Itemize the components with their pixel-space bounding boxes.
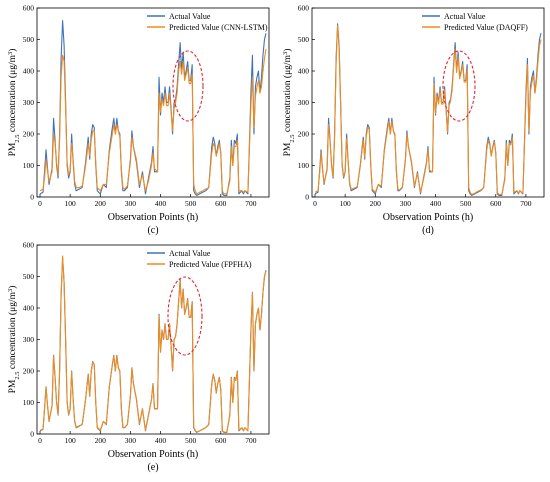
legend-label: Predicted Value (CNN-LSTM) bbox=[169, 23, 268, 32]
legend-label: Actual Value bbox=[169, 249, 211, 258]
highlight-ellipse bbox=[442, 50, 476, 122]
y-tick-label: 400 bbox=[298, 67, 310, 76]
highlight-ellipse bbox=[167, 276, 203, 356]
y-axis-label: PM2.5 concentration (μg/m3) bbox=[7, 49, 21, 157]
x-axis-label: Observation Points (h) bbox=[108, 212, 199, 223]
y-tick-label: 600 bbox=[298, 4, 310, 13]
legend-label: Actual Value bbox=[169, 12, 211, 21]
plot-frame bbox=[311, 7, 545, 198]
y-tick-label: 500 bbox=[23, 272, 35, 281]
x-tick-label: 100 bbox=[340, 199, 352, 208]
plot-frame bbox=[36, 244, 270, 435]
y-axis-label: PM2.5 concentration (μg/m3) bbox=[7, 286, 21, 394]
x-tick-label: 300 bbox=[125, 199, 137, 208]
highlight-ellipse bbox=[172, 50, 204, 122]
x-tick-label: 300 bbox=[400, 199, 412, 208]
y-tick-label: 100 bbox=[23, 398, 35, 407]
y-tick-label: 200 bbox=[298, 130, 310, 139]
x-tick-label: 200 bbox=[95, 199, 107, 208]
legend-label: Predicted Value (FPFHA) bbox=[169, 260, 252, 269]
x-tick-label: 500 bbox=[185, 199, 197, 208]
series-predicted-line bbox=[314, 24, 542, 196]
legend-label: Actual Value bbox=[444, 12, 486, 21]
subfigure-label: (d) bbox=[422, 225, 434, 236]
x-tick-label: 300 bbox=[125, 436, 137, 445]
y-tick-label: 0 bbox=[305, 193, 309, 202]
subfigure-label: (e) bbox=[147, 462, 158, 473]
x-tick-label: 100 bbox=[65, 199, 77, 208]
x-tick-label: 400 bbox=[155, 436, 167, 445]
y-tick-label: 500 bbox=[23, 35, 35, 44]
y-tick-label: 500 bbox=[298, 35, 310, 44]
x-axis-label: Observation Points (h) bbox=[108, 449, 199, 460]
y-tick-label: 600 bbox=[23, 4, 35, 13]
y-tick-label: 300 bbox=[23, 335, 35, 344]
series-predicted-line bbox=[39, 48, 267, 195]
x-tick-label: 0 bbox=[38, 436, 42, 445]
x-tick-label: 600 bbox=[490, 199, 502, 208]
x-tick-label: 700 bbox=[245, 199, 257, 208]
y-tick-label: 400 bbox=[23, 304, 35, 313]
y-tick-label: 0 bbox=[30, 193, 34, 202]
legend-label: Predicted Value (DAQFF) bbox=[444, 23, 528, 32]
y-tick-label: 100 bbox=[298, 161, 310, 170]
y-tick-label: 300 bbox=[23, 98, 35, 107]
y-axis-label: PM2.5 concentration (μg/m3) bbox=[282, 49, 296, 157]
chart-panel-d: 0 100 200 300 400 500 600 700 0 100 200 300 400 500 60… bbox=[282, 4, 545, 236]
x-tick-label: 400 bbox=[430, 199, 442, 208]
series-predicted-line bbox=[39, 255, 267, 433]
x-tick-label: 600 bbox=[215, 199, 227, 208]
x-tick-label: 200 bbox=[95, 436, 107, 445]
x-tick-label: 600 bbox=[215, 436, 227, 445]
y-tick-label: 600 bbox=[23, 241, 35, 250]
y-tick-label: 400 bbox=[23, 67, 35, 76]
y-tick-label: 200 bbox=[23, 367, 35, 376]
x-tick-label: 0 bbox=[313, 199, 317, 208]
x-tick-label: 500 bbox=[185, 436, 197, 445]
subfigure-label: (c) bbox=[147, 225, 158, 236]
x-tick-label: 400 bbox=[155, 199, 167, 208]
x-tick-label: 500 bbox=[460, 199, 472, 208]
chart-panel-c: 0 100 200 300 400 500 600 700 0 100 200 300 400 500 60… bbox=[7, 4, 270, 236]
plot-frame bbox=[36, 7, 270, 198]
legend: Actual Value Predicted Value (FPFHA) bbox=[147, 249, 252, 269]
x-tick-label: 0 bbox=[38, 199, 42, 208]
y-tick-label: 300 bbox=[298, 98, 310, 107]
legend: Actual Value Predicted Value (DAQFF) bbox=[422, 12, 528, 32]
x-tick-label: 100 bbox=[65, 436, 77, 445]
chart-panel-e: 0 100 200 300 400 500 600 700 0 100 200 300 400 500 60… bbox=[7, 241, 270, 473]
y-tick-label: 0 bbox=[30, 430, 34, 439]
legend: Actual Value Predicted Value (CNN-LSTM) bbox=[147, 12, 268, 32]
y-tick-label: 100 bbox=[23, 161, 35, 170]
y-tick-label: 200 bbox=[23, 130, 35, 139]
x-tick-label: 200 bbox=[370, 199, 382, 208]
x-tick-label: 700 bbox=[245, 436, 257, 445]
x-tick-label: 700 bbox=[520, 199, 532, 208]
x-axis-label: Observation Points (h) bbox=[383, 212, 474, 223]
